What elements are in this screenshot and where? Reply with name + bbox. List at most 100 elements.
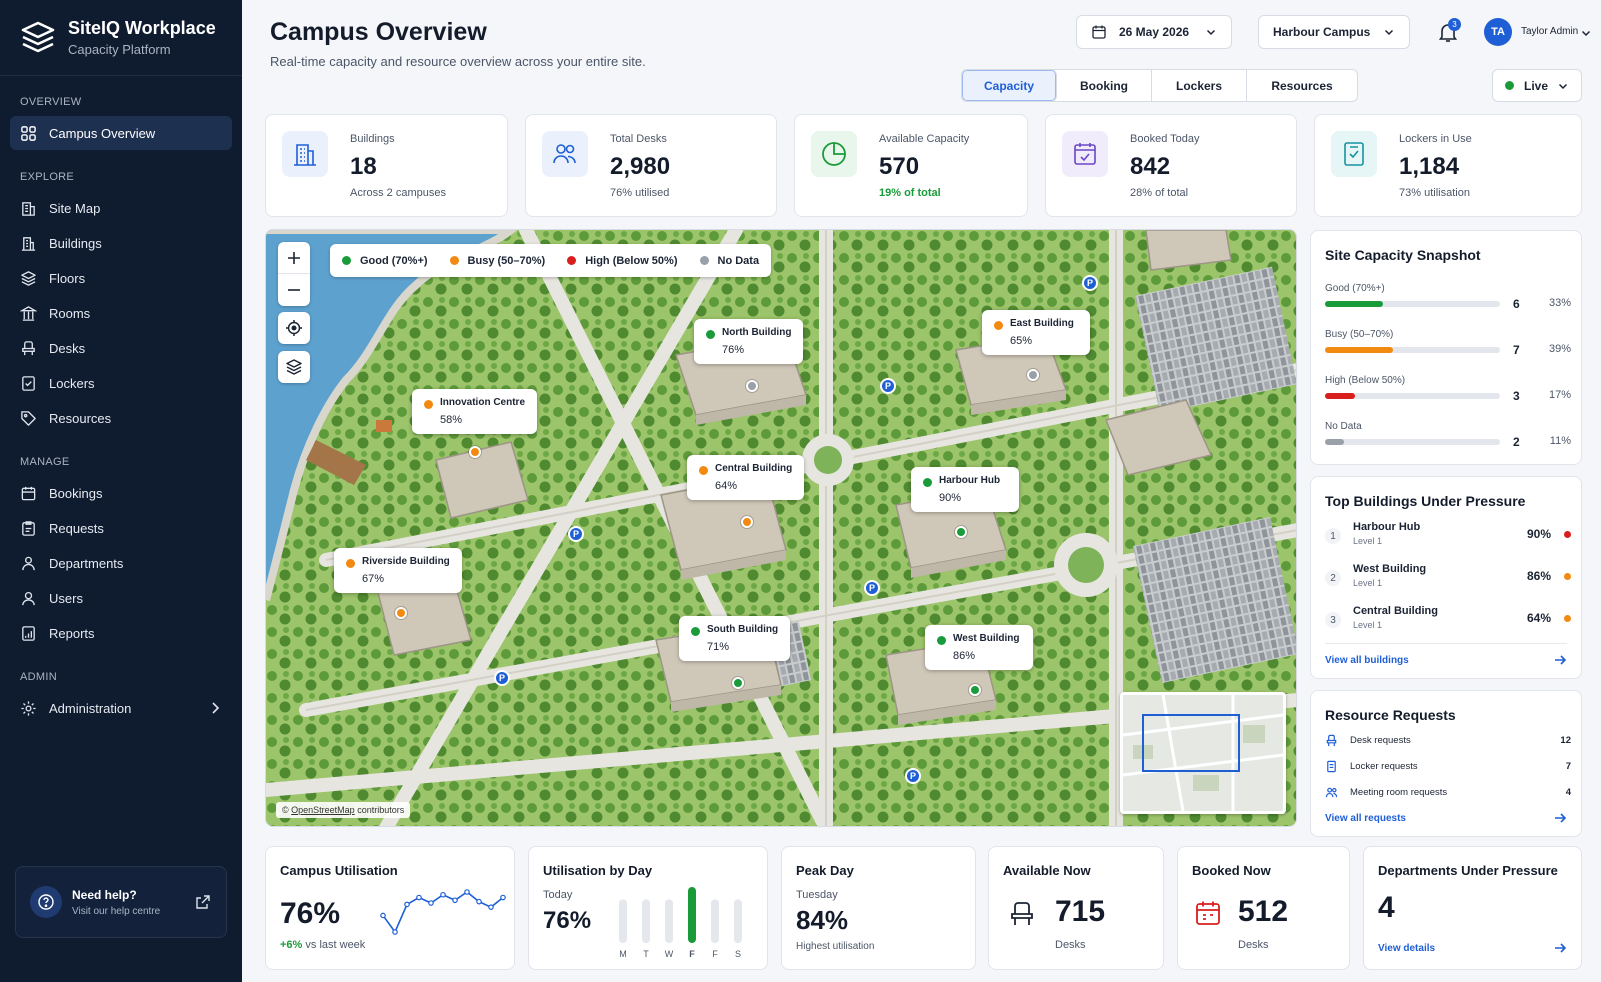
booked-now-card[interactable]: Booked Now 512 Desks — [1177, 846, 1350, 970]
tab-resources[interactable]: Resources — [1271, 78, 1333, 93]
parking-pin[interactable]: P — [1082, 275, 1098, 291]
pressure-row[interactable]: 1 Harbour Hub Level 1 90% — [1325, 521, 1571, 557]
sidebar-item-requests[interactable]: Requests — [10, 511, 232, 545]
tab-capacity[interactable]: Capacity — [962, 70, 1057, 101]
building-pin[interactable] — [746, 380, 758, 392]
building-pin[interactable] — [395, 607, 407, 619]
nav-section-admin: ADMIN — [20, 671, 57, 683]
view-tabs: Capacity Booking Lockers Resources — [961, 69, 1358, 102]
sidebar-item-users[interactable]: Users — [10, 581, 232, 615]
zoom-in-button[interactable] — [278, 242, 310, 274]
plus-icon — [288, 251, 300, 264]
sidebar-item-bookings[interactable]: Bookings — [10, 476, 232, 510]
request-row[interactable]: Locker requests 7 — [1325, 756, 1571, 776]
building-pin[interactable] — [732, 677, 744, 689]
pressure-row[interactable]: 3 Central Building Level 1 64% — [1325, 605, 1571, 641]
locate-button[interactable] — [278, 312, 310, 344]
departments-under-pressure-card[interactable]: Departments Under Pressure 4 View detail… — [1363, 846, 1582, 970]
campus-map[interactable]: Good (70%+) Busy (50–70%) High (Below 50… — [265, 229, 1297, 827]
building-pin[interactable] — [955, 526, 967, 538]
sidebar-item-rooms[interactable]: Rooms — [10, 296, 232, 330]
arrow-right-icon[interactable] — [1553, 653, 1567, 667]
building-utilisation: 90% — [939, 492, 962, 504]
openstreetmap-link[interactable]: OpenStreetMap — [291, 805, 355, 815]
stat-card-available-capacity[interactable]: Available Capacity 570 19% of total — [794, 114, 1028, 217]
sidebar-item-campus-overview[interactable]: Campus Overview — [10, 116, 232, 150]
arrow-right-icon[interactable] — [1553, 811, 1567, 825]
external-link-icon[interactable] — [194, 893, 212, 911]
zoom-out-button[interactable] — [278, 274, 310, 306]
available-now-card[interactable]: Available Now 715 Desks — [988, 846, 1164, 970]
request-row[interactable]: Meeting room requests 4 — [1325, 782, 1571, 802]
user-name[interactable]: Taylor Admin — [1521, 26, 1579, 37]
trend-point — [452, 897, 458, 904]
stat-card-lockers-in-use[interactable]: Lockers in Use 1,184 73% utilisation — [1314, 114, 1582, 217]
sidebar-item-floors[interactable]: Floors — [10, 261, 232, 295]
building-callout-harbour-hub[interactable]: Harbour Hub 90% — [911, 467, 1019, 512]
sidebar-item-buildings[interactable]: Buildings — [10, 226, 232, 260]
building-pin[interactable] — [969, 684, 981, 696]
minimap[interactable] — [1120, 692, 1286, 814]
nav-section-overview: OVERVIEW — [20, 96, 82, 108]
building-pin[interactable] — [469, 446, 481, 458]
day-bar — [734, 902, 742, 943]
stat-card-booked-today[interactable]: Booked Today 842 28% of total — [1045, 114, 1297, 217]
status-dot — [699, 466, 708, 475]
building-callout-riverside[interactable]: Riverside Building 67% — [334, 548, 462, 593]
campus-utilisation-card[interactable]: Campus Utilisation 76% +6% vs last week — [265, 846, 515, 970]
arrow-right-icon[interactable] — [1553, 941, 1567, 955]
stat-card-total-desks[interactable]: Total Desks 2,980 76% utilised — [525, 114, 777, 217]
brand[interactable]: SiteIQ Workplace Capacity Platform — [0, 0, 242, 76]
trend-line — [382, 891, 504, 934]
parking-pin[interactable]: P — [864, 580, 880, 596]
parking-pin[interactable]: P — [905, 768, 921, 784]
sidebar-item-reports[interactable]: Reports — [10, 616, 232, 650]
peak-day-card[interactable]: Peak Day Tuesday 84% Highest utilisation — [781, 846, 976, 970]
brand-name: SiteIQ Workplace — [68, 18, 216, 38]
report-icon — [22, 625, 35, 641]
building-utilisation: 58% — [440, 414, 463, 426]
snapshot-count: 3 — [1513, 389, 1520, 403]
sidebar-item-resources[interactable]: Resources — [10, 401, 232, 435]
view-all-buildings-link[interactable]: View all buildings — [1325, 655, 1409, 666]
sidebar-item-administration[interactable]: Administration — [10, 691, 232, 725]
view-all-requests-link[interactable]: View all requests — [1325, 813, 1406, 824]
legend-label: Good (70%+) — [360, 254, 428, 267]
building-callout-west[interactable]: West Building 86% — [925, 625, 1033, 670]
legend-dot — [342, 256, 351, 265]
sidebar-item-label: Floors — [49, 270, 86, 286]
building-callout-central[interactable]: Central Building 64% — [687, 455, 805, 500]
legend-label: High (Below 50%) — [585, 254, 678, 267]
building-callout-north[interactable]: North Building 76% — [694, 319, 804, 364]
sidebar-item-desks[interactable]: Desks — [10, 331, 232, 365]
parking-pin[interactable]: P — [494, 670, 510, 686]
utilisation-by-day-card[interactable]: Utilisation by Day Today 76% M T W F F S — [528, 846, 768, 970]
building-callout-south[interactable]: South Building 71% — [679, 616, 791, 661]
request-row[interactable]: Desk requests 12 — [1325, 730, 1571, 750]
sidebar-item-departments[interactable]: Departments — [10, 546, 232, 580]
tab-lockers[interactable]: Lockers — [1152, 70, 1247, 101]
stat-card-buildings[interactable]: Buildings 18 Across 2 campuses — [265, 114, 508, 217]
day-label: T — [643, 949, 649, 959]
parking-pin[interactable]: P — [880, 378, 896, 394]
avatar[interactable]: TA — [1484, 18, 1512, 46]
date-picker[interactable]: 26 May 2026 — [1076, 15, 1232, 49]
parking-pin[interactable]: P — [568, 526, 584, 542]
sidebar-item-site-map[interactable]: Site Map — [10, 191, 232, 225]
building-utilisation: 64% — [715, 480, 738, 492]
campus-selector[interactable]: Harbour Campus — [1258, 15, 1410, 49]
building-callout-innovation[interactable]: Innovation Centre 58% — [412, 389, 538, 434]
building-callout-east[interactable]: East Building 65% — [982, 310, 1090, 355]
view-details-link[interactable]: View details — [1378, 943, 1436, 954]
building-pin[interactable] — [741, 516, 753, 528]
sidebar-item-lockers[interactable]: Lockers — [10, 366, 232, 400]
chevron-down-icon — [1206, 29, 1216, 36]
tab-booking[interactable]: Booking — [1057, 70, 1152, 101]
help-card[interactable]: Need help? Visit our help centre — [15, 866, 227, 938]
snapshot-row: No Data 2 11% — [1325, 421, 1571, 461]
layers-button[interactable] — [278, 351, 310, 383]
chevron-down-icon[interactable] — [1580, 27, 1592, 39]
building-pin[interactable] — [1027, 369, 1039, 381]
live-selector[interactable]: Live — [1492, 69, 1582, 102]
pressure-row[interactable]: 2 West Building Level 1 86% — [1325, 563, 1571, 599]
